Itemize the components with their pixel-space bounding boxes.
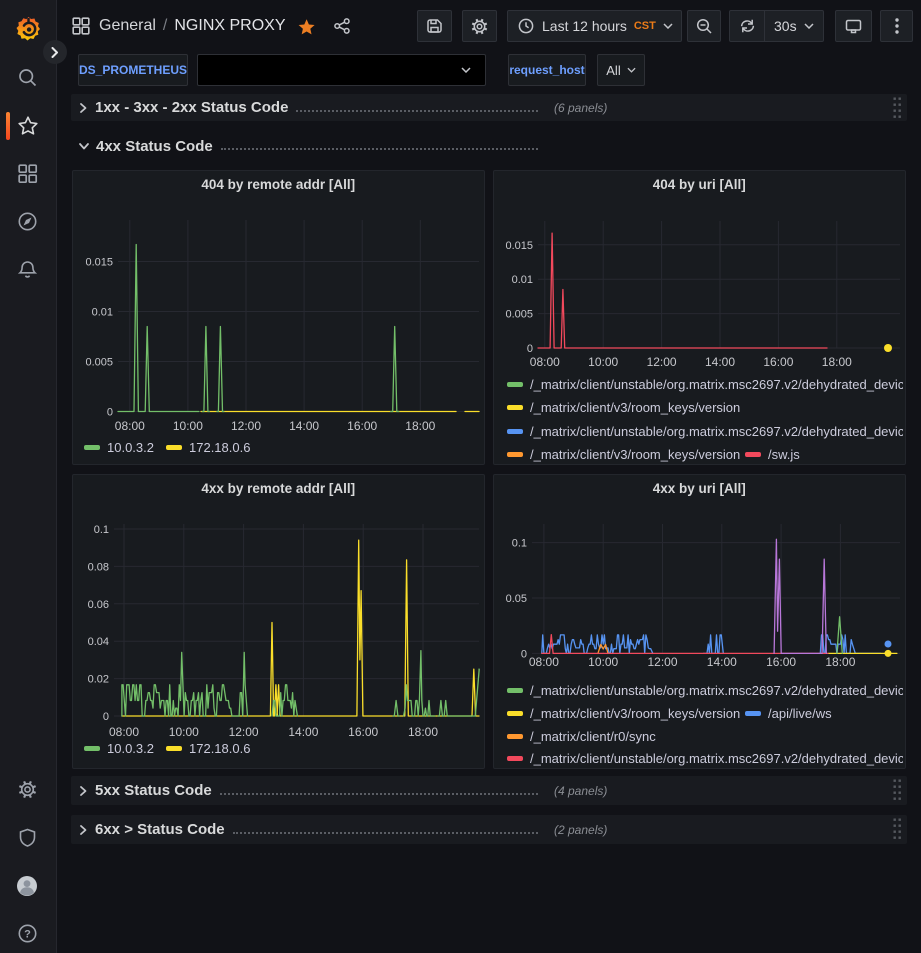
svg-text:14:00: 14:00 [289,419,319,433]
svg-text:18:00: 18:00 [408,725,438,739]
svg-text:08:00: 08:00 [109,725,139,739]
svg-text:0.1: 0.1 [512,538,527,550]
svg-text:18:00: 18:00 [825,655,855,669]
svg-text:08:00: 08:00 [115,419,145,433]
svg-text:18:00: 18:00 [822,355,852,369]
svg-text:0.1: 0.1 [94,524,109,536]
svg-text:0.02: 0.02 [88,674,109,686]
svg-text:0: 0 [103,711,109,723]
svg-text:12:00: 12:00 [647,655,677,669]
svg-text:14:00: 14:00 [288,725,318,739]
svg-text:10:00: 10:00 [173,419,203,433]
svg-text:0.08: 0.08 [88,561,109,573]
svg-text:08:00: 08:00 [529,655,559,669]
svg-text:12:00: 12:00 [229,725,259,739]
svg-text:16:00: 16:00 [347,419,377,433]
svg-text:0.06: 0.06 [88,599,109,611]
svg-text:0.01: 0.01 [512,274,533,286]
svg-text:10:00: 10:00 [588,355,618,369]
svg-text:0: 0 [527,343,533,355]
svg-text:12:00: 12:00 [647,355,677,369]
svg-text:10:00: 10:00 [588,655,618,669]
svg-text:0: 0 [521,648,527,660]
svg-text:?: ? [24,929,31,941]
svg-text:10:00: 10:00 [169,725,199,739]
svg-text:14:00: 14:00 [707,655,737,669]
svg-text:0.01: 0.01 [92,307,113,319]
svg-text:18:00: 18:00 [405,419,435,433]
svg-text:14:00: 14:00 [705,355,735,369]
svg-text:16:00: 16:00 [348,725,378,739]
svg-text:0.04: 0.04 [88,636,109,648]
svg-text:0.05: 0.05 [506,593,527,605]
svg-text:0.005: 0.005 [505,309,533,321]
svg-text:08:00: 08:00 [530,355,560,369]
svg-text:0.015: 0.015 [505,240,533,252]
svg-text:0.015: 0.015 [85,257,113,269]
svg-text:16:00: 16:00 [766,655,796,669]
svg-text:0: 0 [107,407,113,419]
svg-text:12:00: 12:00 [231,419,261,433]
svg-text:16:00: 16:00 [763,355,793,369]
svg-text:0.005: 0.005 [85,357,113,369]
